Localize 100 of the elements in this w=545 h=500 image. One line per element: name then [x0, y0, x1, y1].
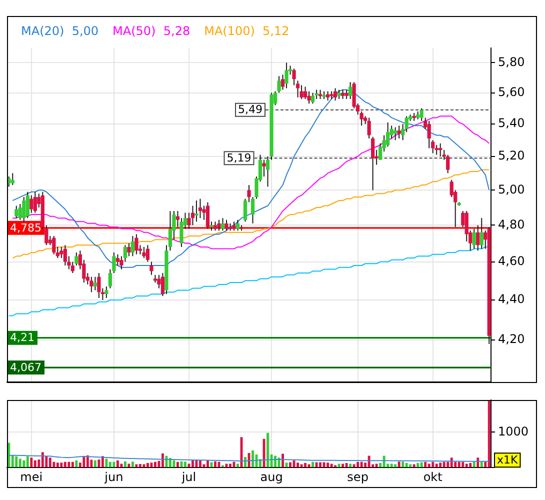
bar	[274, 456, 276, 468]
bar	[304, 462, 306, 468]
bar	[120, 464, 123, 468]
bar	[416, 462, 420, 468]
candlestick	[277, 76, 281, 94]
bar	[326, 462, 330, 468]
bar	[30, 458, 33, 468]
candlestick	[434, 144, 438, 156]
bar	[432, 462, 434, 468]
bar	[282, 454, 284, 468]
bar	[420, 462, 423, 468]
candlestick	[198, 198, 202, 219]
bar	[465, 464, 468, 468]
bar	[480, 462, 483, 468]
candlestick	[30, 194, 34, 214]
candlestick	[427, 120, 431, 149]
bar	[229, 464, 232, 468]
candlestick	[307, 90, 311, 104]
candlestick	[292, 68, 296, 86]
text: MA(20) 5,00	[21, 24, 99, 38]
candlestick	[220, 218, 225, 232]
bar	[142, 464, 146, 468]
bar	[124, 461, 126, 468]
y-tick-label: 5,00	[498, 182, 525, 196]
candlestick	[303, 86, 308, 100]
y-tick-label: 4,80	[498, 217, 525, 232]
bar	[206, 460, 209, 468]
bar	[56, 462, 59, 468]
bar	[68, 462, 70, 468]
bar	[315, 462, 318, 468]
ref-line-label: 5,19	[226, 151, 252, 164]
bar	[428, 464, 430, 468]
bar	[108, 462, 112, 468]
candlestick	[284, 62, 288, 89]
y-tick-label: 1000	[498, 424, 529, 438]
bar	[469, 462, 472, 468]
bar	[101, 456, 104, 468]
candlestick	[150, 261, 154, 276]
y-tick-label: 4,60	[498, 254, 525, 268]
candlestick	[314, 89, 318, 100]
candlestick	[386, 122, 390, 148]
bar	[180, 461, 183, 468]
bar	[236, 464, 239, 468]
y-tick-label: 5,20	[498, 148, 525, 163]
bar	[405, 462, 408, 468]
bar	[45, 456, 48, 468]
bar	[390, 464, 393, 468]
bar	[266, 432, 269, 468]
bar	[15, 456, 18, 468]
candlestick	[310, 92, 315, 104]
candlestick	[337, 89, 341, 100]
bar	[409, 464, 412, 468]
bar	[131, 462, 134, 468]
y-tick-label: 5,60	[498, 84, 525, 99]
bar	[319, 462, 322, 468]
x-tick-label: sep	[347, 470, 368, 484]
bar	[375, 464, 378, 468]
bar	[75, 460, 78, 468]
bar	[322, 462, 326, 468]
bar	[128, 464, 130, 468]
candlestick	[26, 191, 30, 219]
ref-line-label: 4,067	[10, 360, 42, 374]
bar	[454, 462, 457, 468]
candlestick	[367, 117, 371, 139]
bar	[330, 464, 333, 468]
bar	[345, 462, 348, 468]
bar	[165, 456, 168, 468]
candlestick	[142, 246, 146, 259]
candlestick	[10, 172, 14, 186]
candlestick	[348, 82, 352, 100]
bar	[312, 462, 314, 468]
bar	[18, 458, 22, 468]
candlestick	[420, 108, 424, 122]
candlestick	[93, 276, 97, 291]
candlestick	[236, 219, 240, 232]
bar	[90, 460, 93, 468]
bar	[199, 460, 202, 468]
x-tick-label: jun	[104, 470, 124, 484]
bar	[82, 456, 86, 468]
x-tick-label: aug	[260, 470, 283, 484]
x-tick-label: jul	[180, 470, 196, 484]
bar	[244, 456, 246, 468]
bar	[98, 459, 100, 468]
y-tick-label: 5,80	[498, 54, 525, 69]
bar	[439, 462, 442, 468]
bar	[352, 464, 356, 468]
candlestick	[116, 254, 120, 266]
candlestick	[18, 204, 22, 220]
candlestick	[97, 272, 101, 298]
bar	[214, 461, 216, 468]
candlestick	[52, 236, 56, 255]
candlestick	[14, 205, 18, 219]
candlestick	[224, 219, 228, 232]
bar	[71, 462, 74, 468]
bar	[188, 464, 190, 468]
candlestick	[127, 242, 131, 257]
x-tick-label: mei	[20, 470, 43, 484]
candlestick	[446, 154, 450, 174]
bar	[138, 464, 142, 468]
bar	[368, 456, 370, 468]
